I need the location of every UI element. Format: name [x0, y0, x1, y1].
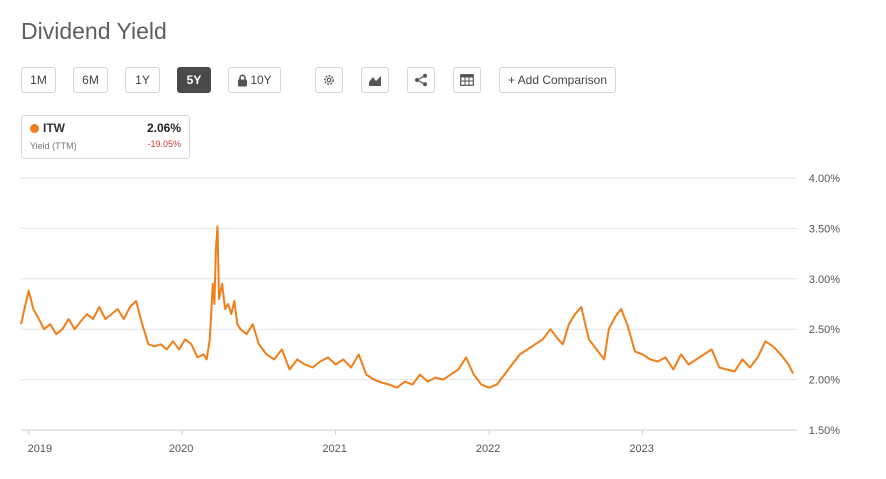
- legend-subtitle: Yield (TTM): [30, 141, 77, 151]
- x-tick-label: 2023: [629, 443, 653, 455]
- y-tick-label: 3.50%: [809, 223, 840, 235]
- range-10y-label: 10Y: [250, 73, 272, 87]
- series-legend: ITW 2.06% Yield (TTM) -19.05%: [21, 115, 190, 159]
- series-color-dot: [30, 124, 39, 133]
- page-title: Dividend Yield: [21, 18, 167, 44]
- x-tick-label: 2021: [322, 443, 346, 455]
- settings-button[interactable]: [315, 67, 343, 93]
- chart-type-button[interactable]: [361, 67, 389, 93]
- series-line-itw: [20, 225, 794, 389]
- legend-yield-value: 2.06%: [146, 121, 181, 135]
- share-icon: [414, 73, 428, 87]
- legend-change: -19.05%: [147, 139, 181, 149]
- x-tick-label: 2020: [169, 443, 193, 455]
- table-icon: [460, 74, 474, 86]
- gear-icon: [322, 73, 336, 87]
- range-6m-button[interactable]: 6M: [73, 67, 108, 93]
- add-comparison-button[interactable]: + Add Comparison: [499, 67, 616, 93]
- y-tick-label: 4.00%: [809, 173, 840, 185]
- y-tick-label: 1.50%: [809, 425, 840, 437]
- y-tick-label: 2.00%: [809, 375, 840, 387]
- table-view-button[interactable]: [453, 67, 481, 93]
- lock-icon: [237, 74, 248, 87]
- legend-ticker: ITW: [43, 121, 65, 135]
- range-10y-button[interactable]: 10Y: [228, 67, 281, 93]
- chart-type-icon: [368, 74, 382, 87]
- range-1y-button[interactable]: 1Y: [125, 67, 160, 93]
- dividend-yield-chart: 4.00% 3.50% 3.00% 2.50% 2.00% 1.50% 2019 2020 2…: [20, 173, 840, 455]
- share-button[interactable]: [407, 67, 435, 93]
- y-tick-label: 3.00%: [809, 274, 840, 286]
- x-tick-label: 2022: [476, 443, 500, 455]
- y-tick-label: 2.50%: [809, 324, 840, 336]
- x-tick-label: 2019: [28, 443, 52, 455]
- range-1m-button[interactable]: 1M: [21, 67, 56, 93]
- range-5y-button[interactable]: 5Y: [177, 67, 211, 93]
